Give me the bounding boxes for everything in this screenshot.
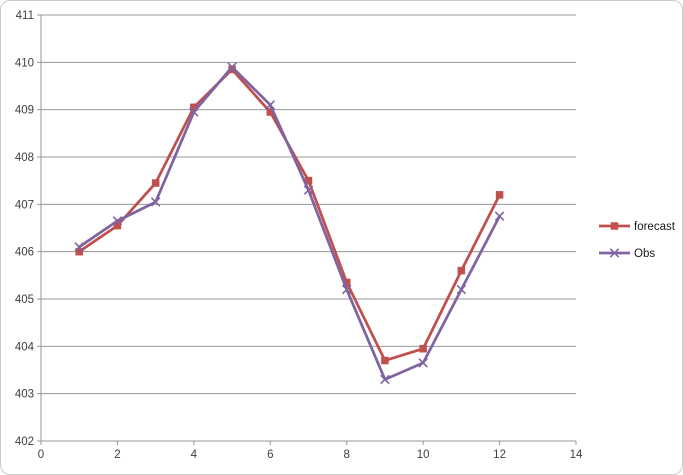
square-marker-icon: [495, 191, 504, 199]
y-tick-label: 407: [15, 199, 34, 211]
x-marker-icon: [303, 185, 314, 195]
legend-label-Obs: Obs: [634, 248, 655, 260]
x-marker-icon: [380, 374, 390, 385]
x-tick-label: 10: [417, 449, 430, 461]
y-tick-label: 406: [15, 247, 34, 259]
y-tick-label: 405: [15, 294, 34, 306]
series-line-Obs: [77, 65, 501, 381]
x-marker-icon: [494, 211, 505, 221]
y-tick-label: 410: [15, 57, 34, 69]
x-marker-icon: [74, 242, 84, 252]
y-tick-label: 411: [16, 10, 34, 22]
square-marker-icon: [610, 222, 619, 230]
x-marker-icon: [189, 107, 199, 117]
y-tick-label: 403: [15, 389, 34, 401]
x-tick-label: 14: [570, 449, 583, 461]
y-tick-label: 402: [15, 436, 34, 448]
x-marker-icon: [112, 216, 123, 226]
x-tick-label: 2: [114, 449, 120, 461]
x-marker-icon: [609, 248, 620, 258]
series-line-forecast: [77, 68, 501, 362]
y-tick-label: 409: [15, 105, 34, 117]
x-marker-icon: [418, 358, 428, 368]
square-marker-icon: [419, 344, 427, 353]
y-tick-label: 404: [15, 341, 35, 353]
x-tick-label: 6: [267, 449, 273, 461]
x-tick-label: 4: [191, 449, 198, 461]
x-marker-icon: [227, 62, 237, 72]
x-marker-icon: [456, 284, 467, 295]
x-tick-label: 0: [38, 449, 44, 461]
square-marker-icon: [457, 266, 466, 275]
square-marker-icon: [381, 356, 389, 365]
y-tick-label: 408: [15, 152, 34, 164]
x-tick-label: 8: [344, 449, 350, 461]
square-marker-icon: [151, 179, 160, 187]
x-tick-label: 12: [493, 449, 506, 461]
x-marker-icon: [150, 197, 161, 207]
x-marker-icon: [265, 100, 276, 110]
x-marker-icon: [341, 284, 352, 295]
legend-label-forecast: forecast: [634, 221, 676, 233]
